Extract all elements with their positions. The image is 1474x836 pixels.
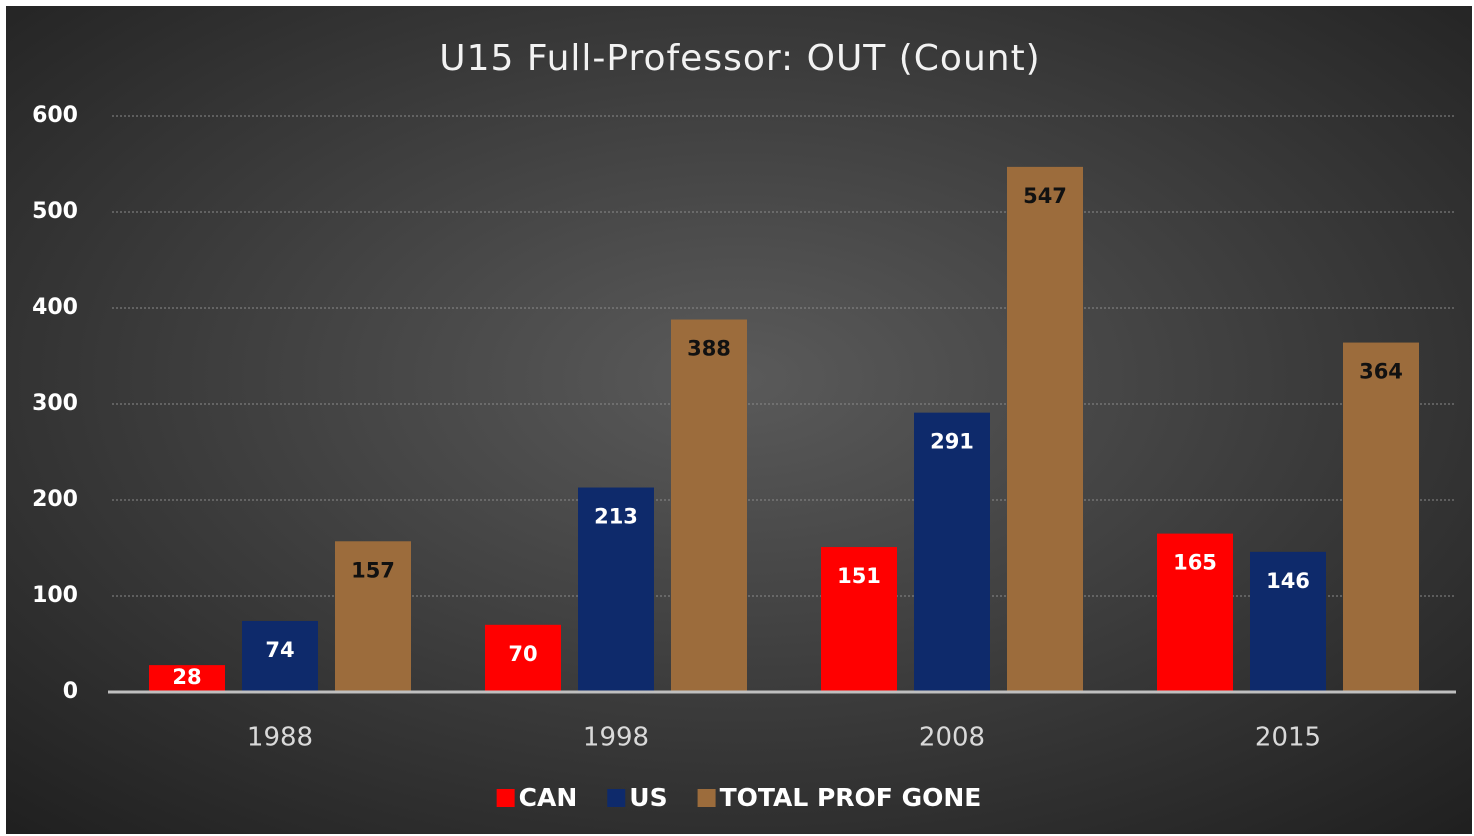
data-label: 213 xyxy=(594,505,638,529)
bar xyxy=(821,547,897,692)
bar xyxy=(1007,166,1083,692)
legend-swatch xyxy=(607,789,626,807)
chart-title: U15 Full-Professor: OUT (Count) xyxy=(439,38,1040,79)
data-label: 151 xyxy=(837,564,881,588)
bar xyxy=(485,624,561,692)
y-tick-label: 100 xyxy=(32,583,78,608)
legend-swatch xyxy=(697,789,716,807)
data-label: 364 xyxy=(1359,360,1403,384)
bar xyxy=(242,620,318,692)
bar xyxy=(335,541,411,692)
y-tick-label: 600 xyxy=(32,103,78,128)
y-tick-label: 300 xyxy=(32,391,78,416)
bar xyxy=(1157,533,1233,692)
bar xyxy=(1343,342,1419,692)
bar xyxy=(149,665,225,692)
data-label: 70 xyxy=(508,642,537,666)
bar xyxy=(914,412,990,692)
y-tick-label: 0 xyxy=(63,679,78,704)
bar xyxy=(578,487,654,692)
legend-label: CAN xyxy=(519,783,578,812)
data-label: 28 xyxy=(172,665,201,689)
y-tick-label: 400 xyxy=(32,295,78,320)
data-label: 74 xyxy=(265,638,294,662)
legend-label: US xyxy=(629,783,667,812)
data-label: 157 xyxy=(351,558,395,582)
data-label: 291 xyxy=(930,430,974,454)
legend-label: TOTAL PROF GONE xyxy=(720,783,982,812)
x-tick-label: 1998 xyxy=(583,723,649,753)
x-tick-label: 1988 xyxy=(247,723,313,753)
bar xyxy=(1250,551,1326,692)
bar xyxy=(671,319,747,692)
data-label: 547 xyxy=(1023,184,1067,208)
x-tick-label: 2008 xyxy=(919,723,985,753)
data-label: 146 xyxy=(1266,569,1310,593)
x-tick-label: 2015 xyxy=(1255,723,1321,753)
legend-swatch xyxy=(496,789,515,807)
y-tick-label: 500 xyxy=(32,199,78,224)
data-label: 388 xyxy=(687,337,731,361)
y-tick-label: 200 xyxy=(32,487,78,512)
data-label: 165 xyxy=(1173,551,1217,575)
